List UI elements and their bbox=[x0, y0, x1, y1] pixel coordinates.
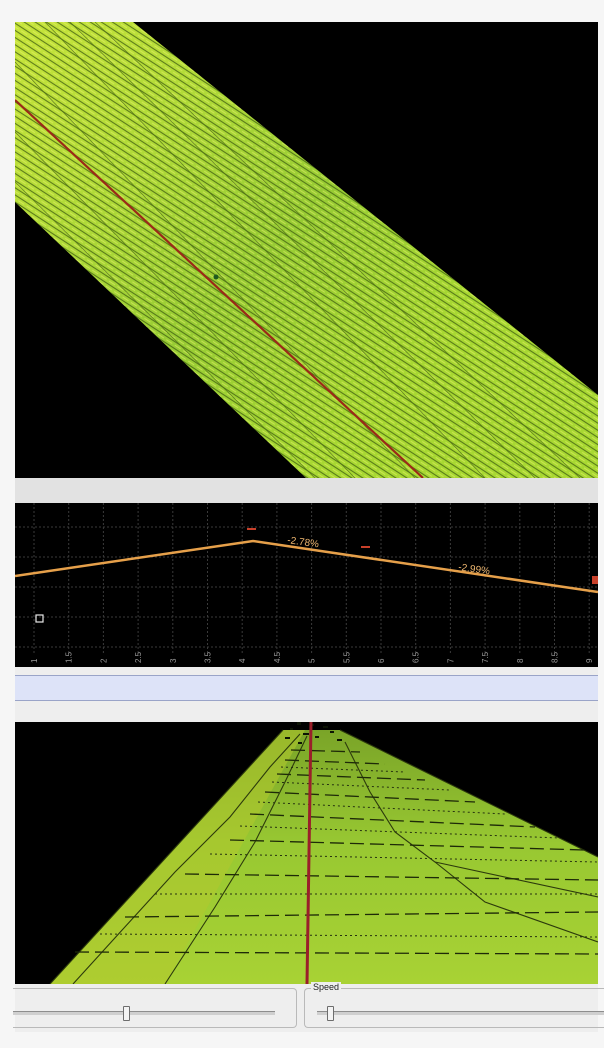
profile-view[interactable]: -2.78% -2.99% 1 1.5 2 2.5 3 3.5 4 4.5 5 5.5 6 6.5 7 7… bbox=[15, 503, 598, 667]
pane-divider-top[interactable] bbox=[15, 478, 598, 503]
pvi-marker-1[interactable] bbox=[247, 528, 256, 530]
profile-tick-label: 6.5 bbox=[412, 651, 421, 663]
grade-label-1: -2.78% bbox=[287, 535, 320, 550]
road-stripes bbox=[15, 22, 581, 478]
profile-tick-label: 3 bbox=[169, 658, 178, 663]
pvi-marker-3[interactable] bbox=[592, 576, 598, 584]
profile-tick-label: 6 bbox=[377, 658, 386, 663]
perspective-dot-lines bbox=[99, 766, 598, 938]
perspective-centerline bbox=[305, 722, 313, 984]
profile-tick-label: 2.5 bbox=[134, 651, 143, 663]
pvi-marker-2[interactable] bbox=[361, 546, 370, 548]
profile-tick-label: 1 bbox=[30, 658, 39, 663]
perspective-edges bbox=[49, 729, 598, 984]
perspective-dash-lines bbox=[74, 749, 598, 955]
profile-tick-label: 1.5 bbox=[65, 651, 74, 663]
profile-tick-label: 4.5 bbox=[273, 651, 282, 663]
profile-tick-label: 7 bbox=[446, 658, 455, 663]
perspective-shoulder-left bbox=[50, 730, 305, 984]
profile-tick-label: 3.5 bbox=[204, 651, 213, 663]
speed-label: Speed bbox=[311, 982, 342, 992]
speed-group: Speed bbox=[304, 982, 604, 1028]
slider-group-left bbox=[13, 988, 297, 1028]
profile-grid bbox=[15, 503, 598, 653]
profile-tick-label: 8 bbox=[516, 658, 525, 663]
profile-tick-labels: 1 1.5 2 2.5 3 3.5 4 4.5 5 5.5 6 6.5 7 7.5 8 8.5 9 bbox=[30, 651, 594, 663]
profile-tick-label: 8.5 bbox=[551, 651, 560, 663]
profile-scroll-band[interactable] bbox=[15, 675, 598, 701]
profile-tick-label: 4 bbox=[238, 658, 247, 663]
plan-view[interactable] bbox=[15, 22, 598, 478]
profile-tick-label: 9 bbox=[585, 658, 594, 663]
playback-toolbar: Speed bbox=[13, 982, 604, 1032]
road-hatch bbox=[15, 22, 598, 478]
profile-tick-label: 5.5 bbox=[342, 651, 351, 663]
profile-tick-label: 5 bbox=[308, 658, 317, 663]
speed-slider-track[interactable] bbox=[317, 1011, 604, 1015]
plan-station-marker bbox=[213, 274, 219, 280]
grade-label-2: -2.99% bbox=[458, 562, 491, 577]
profile-select-box[interactable] bbox=[35, 614, 44, 623]
profile-grade-line bbox=[15, 539, 598, 594]
speed-slider-thumb[interactable] bbox=[327, 1006, 334, 1021]
perspective-horizon-noise bbox=[285, 722, 342, 744]
position-slider-thumb[interactable] bbox=[123, 1006, 130, 1021]
profile-tick-label: 2 bbox=[99, 658, 108, 663]
position-slider-track[interactable] bbox=[13, 1011, 275, 1015]
perspective-view[interactable] bbox=[15, 722, 598, 984]
plan-centerline bbox=[15, 99, 424, 478]
profile-tick-label: 7.5 bbox=[481, 651, 490, 663]
